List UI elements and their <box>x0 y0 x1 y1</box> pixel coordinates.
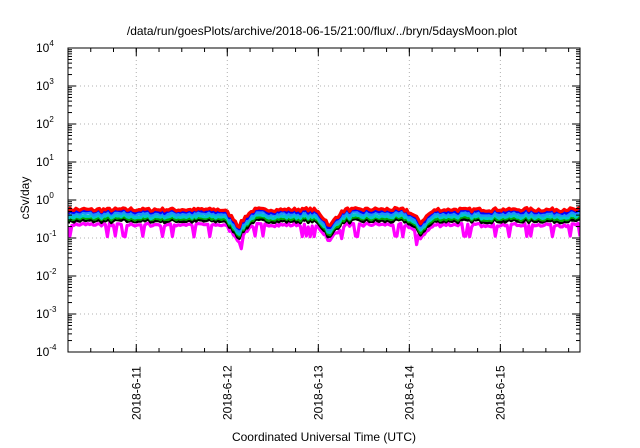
y-tick-base: 10 <box>36 231 50 245</box>
y-tick-label: 100 <box>36 191 54 207</box>
y-tick-exponent: -3 <box>49 305 57 314</box>
y-tick-exponent: 2 <box>49 115 54 124</box>
y-tick-exponent: 3 <box>49 77 54 86</box>
chart-title: /data/run/goesPlots/archive/2018-06-15/2… <box>127 24 518 38</box>
series-line <box>68 205 580 229</box>
y-tick-base: 10 <box>36 79 50 93</box>
y-tick-base: 10 <box>36 41 50 55</box>
series-line <box>68 217 580 240</box>
y-tick-base: 10 <box>36 269 50 283</box>
grid-lines <box>68 48 580 352</box>
y-tick-label: 104 <box>36 39 54 55</box>
y-tick-exponent: -1 <box>49 229 57 238</box>
y-tick-label: 10-2 <box>36 267 57 283</box>
y-tick-base: 10 <box>36 155 50 169</box>
axis-ticks <box>67 47 580 353</box>
y-axis-label: cSv/day <box>18 177 32 220</box>
series-layer <box>68 205 580 251</box>
x-tick-label: 2018-6-14 <box>402 365 416 420</box>
y-tick-base: 10 <box>36 117 50 131</box>
y-tick-label: 101 <box>36 153 54 169</box>
x-tick-label: 2018-6-13 <box>311 365 325 420</box>
series-line <box>68 221 580 251</box>
y-tick-exponent: -4 <box>49 343 57 352</box>
y-tick-label: 10-3 <box>36 305 57 321</box>
y-tick-base: 10 <box>36 193 50 207</box>
x-axis-label: Coordinated Universal Time (UTC) <box>232 430 416 444</box>
y-tick-label: 10-4 <box>36 343 57 359</box>
series-line <box>68 209 580 233</box>
y-tick-exponent: 0 <box>49 191 54 200</box>
x-tick-label: 2018-6-12 <box>220 365 234 420</box>
y-tick-exponent: 1 <box>49 153 54 162</box>
y-tick-label: 10-1 <box>36 229 57 245</box>
y-tick-label: 102 <box>36 115 54 131</box>
x-tick-label: 2018-6-11 <box>129 366 143 420</box>
series-line <box>68 213 580 236</box>
y-tick-exponent: -2 <box>49 267 57 276</box>
y-tick-exponent: 4 <box>49 39 54 48</box>
y-tick-base: 10 <box>36 345 50 359</box>
x-tick-label: 2018-6-15 <box>493 365 507 420</box>
y-tick-base: 10 <box>36 307 50 321</box>
y-tick-label: 103 <box>36 77 54 93</box>
x-tick-labels: 2018-6-11 2018-6-12 2018-6-13 2018-6-14 2018… <box>129 365 507 420</box>
